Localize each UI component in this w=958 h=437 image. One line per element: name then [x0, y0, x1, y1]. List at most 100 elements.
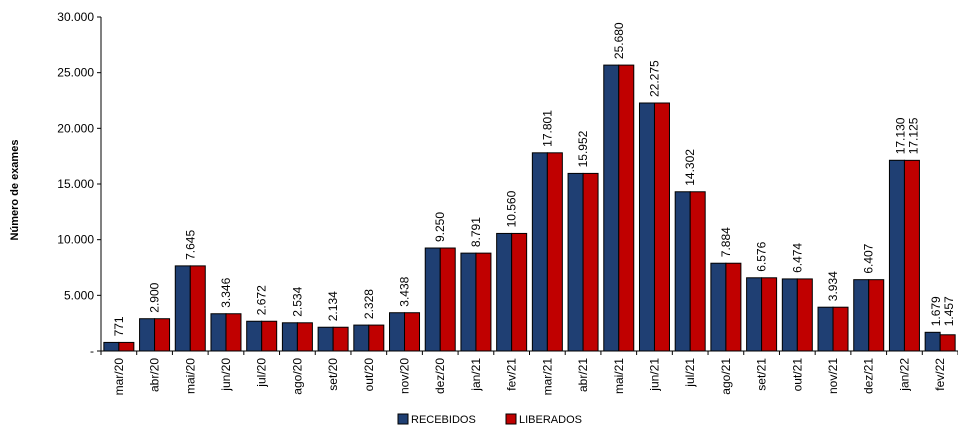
bars — [103, 64, 956, 352]
bar-recebidos-fev-22 — [924, 331, 941, 352]
data-label: 7.645 — [183, 230, 197, 260]
bar-recebidos-ago-20 — [281, 322, 298, 352]
bar-recebidos-nov-20 — [389, 312, 406, 352]
bar-recebidos-nov-21 — [817, 306, 834, 352]
bar-liberados-mai-21 — [618, 64, 635, 352]
bar-liberados-dez-20 — [439, 247, 456, 352]
x-tick-label: jan/21 — [469, 358, 483, 392]
bar-liberados-set-20 — [332, 326, 349, 352]
bar-recebidos-abr-20 — [139, 318, 156, 352]
bar-liberados-nov-20 — [404, 312, 421, 352]
y-tick-label: 15.000 — [57, 177, 94, 191]
bar-recebidos-jun-20 — [210, 313, 227, 352]
bar-liberados-ago-21 — [725, 262, 742, 352]
x-tick-label: set/20 — [326, 358, 340, 391]
x-tick-label: ago/20 — [290, 358, 304, 395]
bar-liberados-abr-21 — [582, 172, 599, 352]
y-tick-label: 5.000 — [64, 288, 94, 302]
x-tick-label: jul/20 — [255, 358, 269, 388]
x-tick-label: out/21 — [790, 358, 804, 392]
data-label: 771 — [112, 316, 126, 336]
data-label: 17.801 — [540, 110, 554, 147]
legend-label-liberados: LIBERADOS — [519, 414, 582, 426]
data-label: 2.900 — [148, 282, 162, 312]
data-label-secondary: 17.125 — [906, 117, 920, 154]
bar-recebidos-jan-21 — [460, 252, 477, 352]
bar-recebidos-abr-21 — [567, 172, 584, 352]
bar-recebidos-out-21 — [781, 278, 798, 352]
legend-swatch-recebidos — [397, 413, 409, 425]
bar-recebidos-out-20 — [353, 324, 370, 352]
y-tick-label: - — [90, 344, 94, 358]
x-tick-label: mar/20 — [112, 358, 126, 396]
bar-recebidos-dez-20 — [424, 247, 441, 352]
bar-liberados-mar-21 — [546, 152, 563, 352]
bar-liberados-ago-20 — [296, 322, 313, 352]
bar-liberados-jul-21 — [689, 191, 706, 352]
x-tick-label: dez/21 — [862, 358, 876, 394]
axes: - 5.000 10.000 15.000 20.000 25.000 30.000 — [57, 10, 958, 358]
data-label: 2.134 — [326, 291, 340, 321]
data-label: 1.679 — [929, 296, 943, 326]
bar-liberados-mai-20 — [189, 265, 206, 352]
bar-recebidos-jan-22 — [888, 159, 905, 352]
legend: RECEBIDOS LIBERADOS — [397, 413, 582, 426]
x-tick-label: fev/22 — [933, 358, 947, 391]
x-tick-label: fev/21 — [505, 358, 519, 391]
x-tick-label: out/20 — [362, 358, 376, 392]
bar-recebidos-mar-21 — [531, 152, 548, 352]
data-label: 15.952 — [576, 130, 590, 167]
data-label: 2.672 — [255, 285, 269, 315]
y-tick-label: 10.000 — [57, 233, 94, 247]
x-tick-label: ago/21 — [719, 358, 733, 395]
data-label: 6.474 — [790, 243, 804, 273]
legend-label-recebidos: RECEBIDOS — [411, 414, 476, 426]
bar-recebidos-fev-21 — [496, 232, 513, 352]
x-tick-label: jun/21 — [647, 358, 661, 392]
x-tick-label: mai/21 — [612, 358, 626, 394]
x-tick-label: mar/21 — [540, 358, 554, 396]
y-tick-label: 30.000 — [57, 10, 94, 24]
data-label: 7.884 — [719, 227, 733, 257]
x-tick-label: abr/20 — [148, 358, 162, 392]
bar-liberados-jan-21 — [475, 252, 492, 352]
bar-liberados-jun-20 — [225, 313, 242, 352]
x-tick-label: mai/20 — [183, 358, 197, 394]
data-label: 9.250 — [433, 212, 447, 242]
x-tick-labels: mar/20 abr/20 mai/20 jun/20 jul/20 ago/20 set/… — [112, 358, 947, 396]
data-label: 2.534 — [290, 286, 304, 316]
data-label: 17.130 — [893, 117, 907, 154]
bar-recebidos-jun-21 — [638, 102, 655, 352]
bar-liberados-abr-20 — [154, 318, 171, 352]
data-label-secondary: 1.457 — [942, 296, 956, 326]
y-tick-label: 25.000 — [57, 66, 94, 80]
bar-liberados-fev-22 — [939, 334, 956, 352]
data-labels: 771 2.900 7.645 3.346 2.672 2.534 2.134 2.328 3.… — [112, 22, 956, 336]
data-label: 3.346 — [219, 277, 233, 307]
bar-liberados-jul-20 — [261, 320, 278, 352]
data-label: 14.302 — [683, 149, 697, 186]
bar-recebidos-set-21 — [746, 277, 763, 352]
data-label: 3.934 — [826, 271, 840, 301]
bar-recebidos-dez-21 — [853, 279, 870, 352]
x-tick-label: abr/21 — [576, 358, 590, 392]
data-label: 6.407 — [862, 243, 876, 273]
bar-liberados-nov-21 — [832, 306, 849, 352]
data-label: 22.275 — [647, 60, 661, 97]
y-tick-label: 20.000 — [57, 121, 94, 135]
bar-recebidos-mai-20 — [174, 265, 191, 352]
bar-recebidos-mai-21 — [603, 64, 620, 352]
bar-liberados-jun-21 — [653, 102, 670, 352]
bar-liberados-dez-21 — [868, 279, 885, 352]
data-label: 10.560 — [505, 190, 519, 227]
x-tick-label: nov/20 — [398, 358, 412, 394]
legend-swatch-liberados — [505, 413, 517, 425]
data-label: 8.791 — [469, 217, 483, 247]
bar-recebidos-jul-20 — [246, 320, 263, 352]
bar-liberados-out-21 — [796, 278, 813, 352]
bar-recebidos-mar-20 — [103, 341, 120, 352]
bar-liberados-out-20 — [368, 324, 385, 352]
y-axis-title: Número de exames — [9, 140, 21, 241]
x-tick-label: jul/21 — [683, 358, 697, 388]
